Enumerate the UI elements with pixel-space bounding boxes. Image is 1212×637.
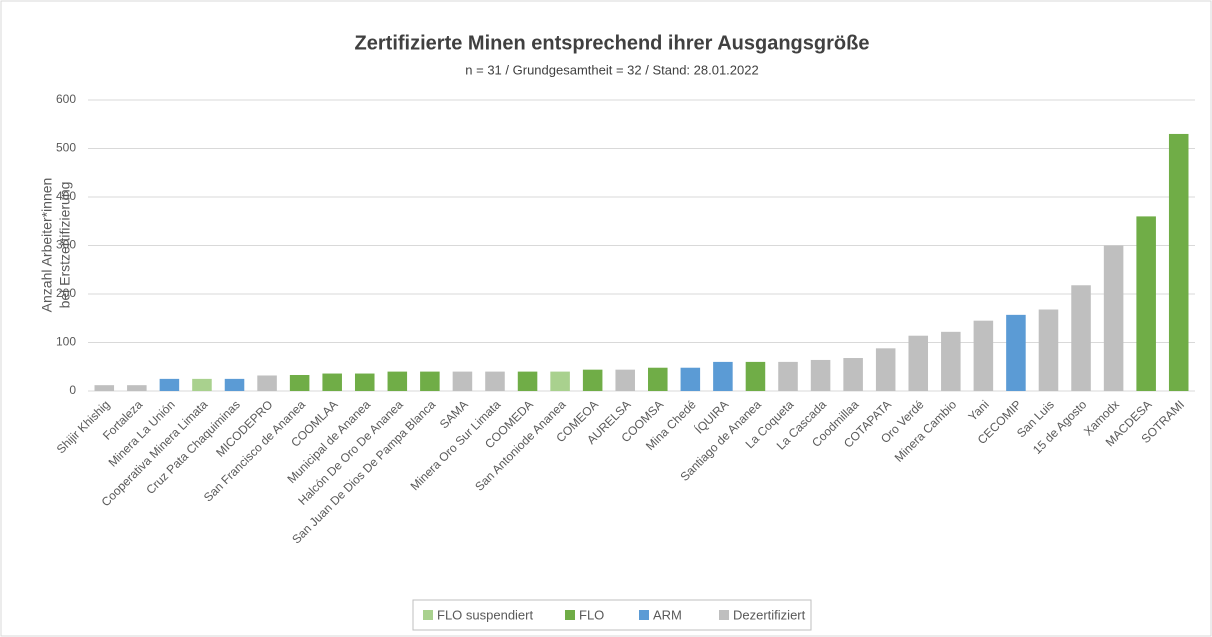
legend-box — [412, 599, 812, 631]
legend-swatch — [639, 610, 649, 620]
bar — [941, 331, 961, 391]
bar — [420, 371, 440, 391]
bar — [648, 367, 668, 391]
bar — [1006, 314, 1026, 391]
y-tick-label: 100 — [56, 335, 76, 349]
y-tick-label: 0 — [69, 383, 76, 397]
bar — [1168, 133, 1189, 391]
bar — [387, 371, 408, 391]
bar — [322, 373, 342, 391]
bar — [192, 378, 212, 391]
bar — [615, 369, 635, 391]
legend-label: Dezertifiziert — [733, 607, 806, 622]
bar — [94, 385, 115, 391]
legend-label: FLO suspendiert — [437, 607, 533, 622]
bar — [127, 385, 147, 391]
bar — [680, 367, 701, 391]
bar — [713, 361, 733, 391]
y-axis-label: bei Erstzertifizierung — [57, 182, 73, 309]
legend-label: ARM — [653, 607, 682, 622]
bar — [1071, 285, 1091, 391]
legend-swatch — [565, 610, 575, 620]
bar — [582, 369, 603, 391]
y-tick-label: 200 — [56, 286, 76, 300]
bar — [550, 371, 570, 391]
bar — [485, 371, 505, 391]
bar — [517, 371, 538, 391]
bar — [875, 348, 896, 391]
y-tick-label: 300 — [56, 238, 76, 252]
bar — [843, 358, 863, 391]
bar — [452, 371, 473, 391]
bar — [973, 320, 994, 391]
bar — [810, 359, 831, 391]
chart-title: Zertifizierte Minen entsprechend ihrer A… — [355, 32, 870, 54]
legend-swatch — [719, 610, 729, 620]
bar — [224, 378, 245, 391]
y-tick-label: 500 — [56, 141, 76, 155]
bar — [745, 361, 766, 391]
bar — [908, 335, 929, 391]
legend-swatch — [423, 610, 433, 620]
bar — [1136, 216, 1156, 391]
y-axis-label: Anzahl Arbeiter*innen — [39, 178, 55, 313]
bar — [1103, 245, 1124, 391]
bar — [354, 373, 375, 391]
y-tick-label: 400 — [56, 189, 76, 203]
legend-label: FLO — [579, 607, 604, 622]
bar — [257, 375, 277, 391]
y-tick-label: 600 — [56, 92, 76, 106]
bar — [159, 378, 180, 391]
bar — [1038, 309, 1059, 391]
bar — [289, 374, 310, 391]
chart-subtitle: n = 31 / Grundgesamtheit = 32 / Stand: 2… — [465, 62, 758, 77]
bar — [778, 361, 798, 391]
